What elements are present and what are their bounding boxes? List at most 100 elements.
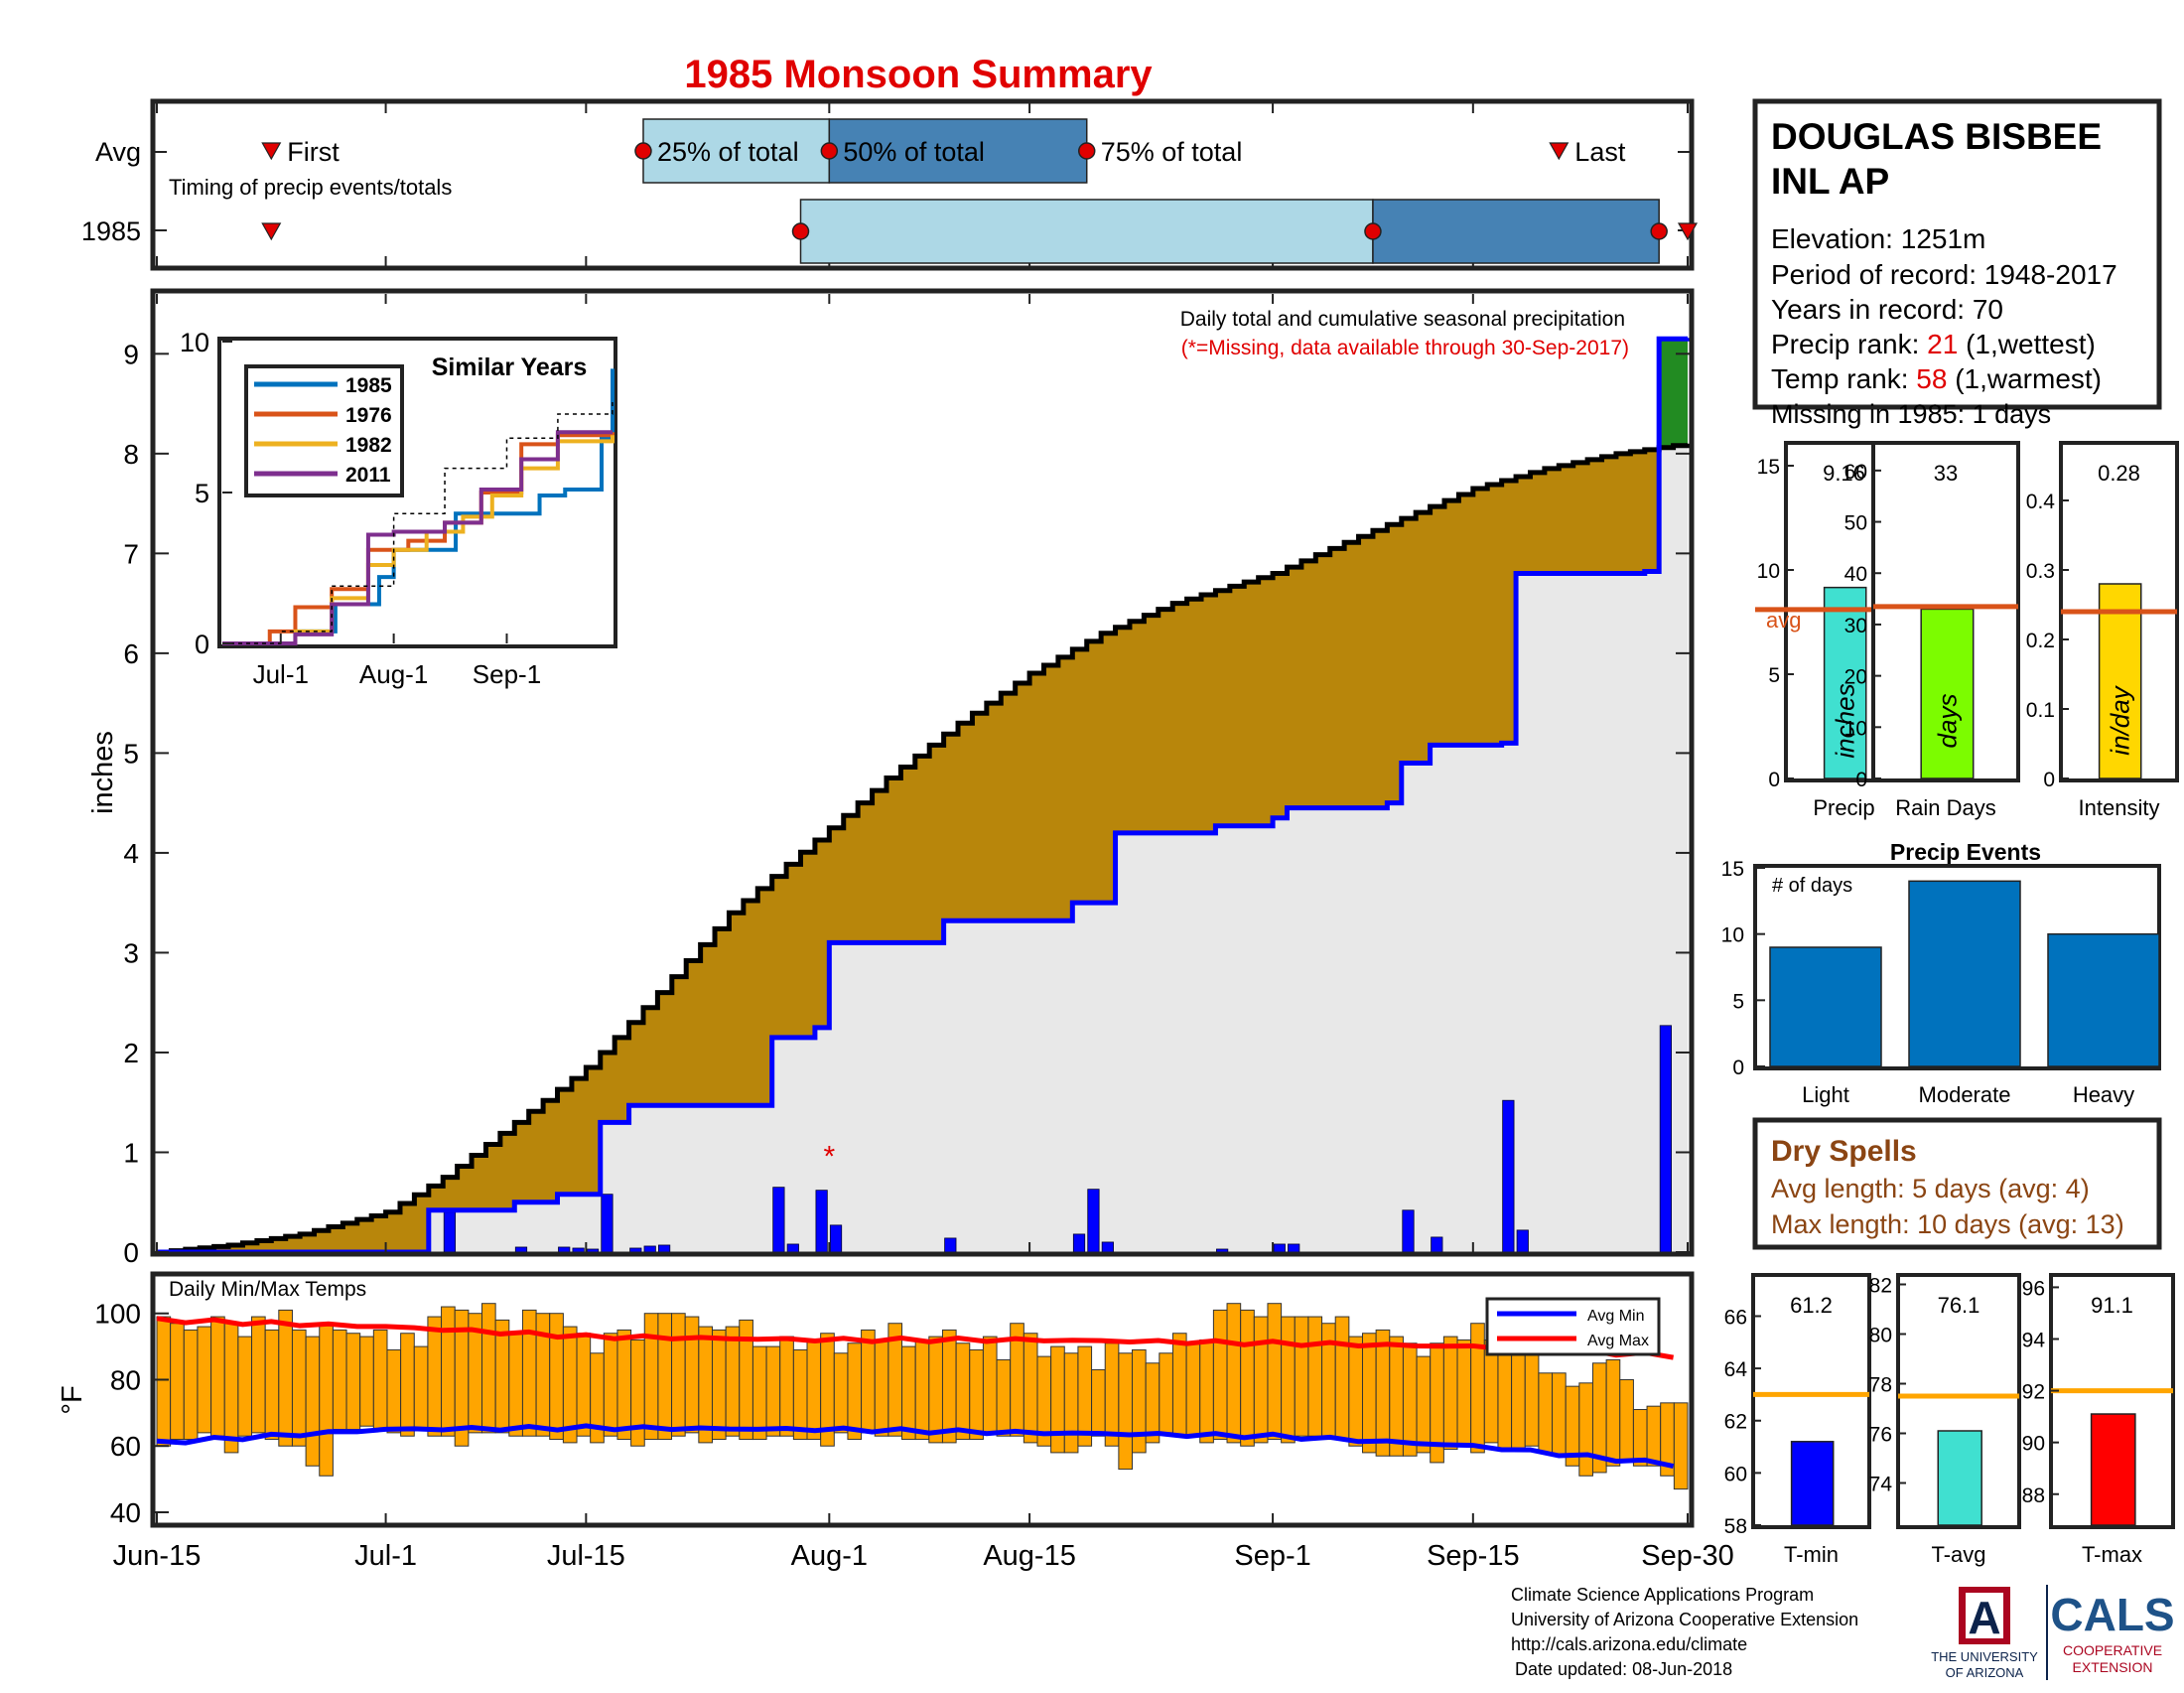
summary-y-tick-label: 0 <box>1768 769 1780 791</box>
summary-y-tick-label: 92 <box>2022 1381 2045 1404</box>
daily-temp-bar <box>806 1339 822 1441</box>
daily-temp-bar <box>1307 1316 1323 1437</box>
daily-temp-bar <box>413 1345 429 1431</box>
main-y-tick-label: 9 <box>123 339 139 369</box>
inset-legend-label: 1985 <box>345 374 392 397</box>
summary-avg-label: avg <box>1766 608 1801 633</box>
summary-value-bar <box>1937 1430 1982 1526</box>
daily-temp-bar <box>345 1333 361 1431</box>
daily-precip-bar <box>601 1194 614 1253</box>
daily-temp-bar <box>1185 1342 1201 1437</box>
summary-y-tick-label: 0.4 <box>2026 491 2056 513</box>
daily-precip-bar <box>514 1246 528 1253</box>
daily-temp-bar <box>1402 1342 1418 1457</box>
ua-logo-text2: OF ARIZONA <box>1946 1665 2024 1680</box>
daily-temp-bar <box>183 1329 199 1441</box>
daily-temp-bar <box>996 1358 1012 1437</box>
daily-precip-bar <box>558 1246 571 1253</box>
x-tick-label: Sep-15 <box>1427 1540 1520 1572</box>
inset-legend-label: 2011 <box>345 464 391 487</box>
inset-y-tick-label: 10 <box>180 328 209 357</box>
events-y-tick-label: 15 <box>1721 858 1744 881</box>
daily-temp-bar <box>698 1326 713 1444</box>
daily-temp-bar <box>1063 1352 1079 1454</box>
timing-box-q25-q50 <box>642 118 831 184</box>
summary-value-label: 91.1 <box>2091 1293 2133 1318</box>
observed-cumulative-line <box>157 336 1691 1255</box>
station-years: Years in record: 70 <box>1771 294 2003 325</box>
cals-sub2: EXTENSION <box>2073 1659 2153 1675</box>
daily-precip-bar <box>1087 1189 1100 1253</box>
daily-temp-bar <box>1212 1309 1228 1441</box>
main-y-tick-label: 8 <box>123 439 139 470</box>
summary-y-tick-label: 60 <box>1844 461 1867 484</box>
station-name-line2: INL AP <box>1771 161 1889 202</box>
main-y-tick-label: 7 <box>123 538 139 569</box>
timing-row-label-year: 1985 <box>81 216 141 246</box>
avg-cumulative-line <box>157 443 1691 1255</box>
station-precip-rank: Precip rank: 21 (1,wettest) <box>1771 329 2096 359</box>
daily-temp-bar <box>765 1345 781 1437</box>
summary-y-tick-label: 0.1 <box>2026 699 2055 722</box>
summary-panel-t-avg: 74 76 78 80 82 76.1 T-avg <box>1869 1273 2021 1567</box>
ua-logo-text1: THE UNIVERSITY <box>1931 1649 2038 1664</box>
daily-temp-bar <box>1375 1329 1391 1457</box>
summary-value-label: 0.28 <box>2098 461 2140 486</box>
events-category-label: Light <box>1802 1082 1849 1107</box>
daily-temp-bar <box>1673 1402 1689 1490</box>
summary-bar-label: in/day <box>2106 684 2135 755</box>
footer-line3: http://cals.arizona.edu/climate <box>1511 1634 1747 1654</box>
daily-temp-bar <box>1050 1345 1065 1454</box>
events-title: Precip Events <box>1890 839 2041 865</box>
summary-y-tick-label: 90 <box>2022 1433 2045 1456</box>
inset-legend-label: 1982 <box>345 434 392 457</box>
daily-temp-bar <box>657 1313 673 1441</box>
date-x-axis: Jun-15 Jul-1 Jul-15 Aug-1 Aug-15 Sep-1 Sep-15 S… <box>113 1513 1734 1572</box>
daily-temp-bar <box>1361 1333 1377 1454</box>
summary-y-tick-label: 0.3 <box>2026 560 2055 583</box>
daily-temp-bar <box>1605 1358 1621 1467</box>
daily-temp-bar <box>1538 1372 1554 1454</box>
summary-value-bar <box>2090 1413 2136 1526</box>
timing-event-marker <box>261 142 282 161</box>
summary-y-tick-label: 20 <box>1844 666 1867 689</box>
inset-x-tick-label: Jul-1 <box>253 659 309 689</box>
summary-y-tick-label: 0 <box>2043 769 2055 791</box>
events-bar-heavy <box>2047 932 2160 1067</box>
daily-precip-bar <box>1516 1229 1529 1253</box>
inset-legend-label: 1976 <box>345 404 392 427</box>
events-y-tick-label: 5 <box>1732 990 1744 1013</box>
daily-temp-bar <box>955 1342 971 1441</box>
ua-logo: A THE UNIVERSITY OF ARIZONA <box>1931 1587 2038 1680</box>
timing-row-label-avg: Avg <box>95 137 141 167</box>
summary-bar-label: days <box>1932 694 1962 749</box>
events-bar-moderate <box>1908 880 2021 1067</box>
summary-y-tick-label: 5 <box>1768 664 1780 687</box>
summary-panel-intensity: 0 0.1 0.2 0.3 0.4 0.28 Intensity in/day <box>2026 441 2179 820</box>
timing-box-q25-q50 <box>799 199 1374 264</box>
summary-y-tick-label: 40 <box>1844 563 1867 586</box>
daily-temp-bar <box>1524 1348 1540 1447</box>
daily-temps-chart: 40 60 80 100 Daily Min/Max Temps °F Avg Min… <box>57 1271 1695 1528</box>
daily-temp-bar <box>291 1329 307 1447</box>
inset-title: Similar Years <box>432 353 588 381</box>
daily-temp-bar <box>861 1329 876 1434</box>
daily-temp-bar <box>576 1333 592 1437</box>
daily-temp-bar <box>684 1316 700 1434</box>
daily-temp-bar <box>223 1323 239 1454</box>
timing-event-marker <box>1677 222 1699 241</box>
inset-x-tick-label: Aug-1 <box>359 659 428 689</box>
daily-temp-bar <box>278 1309 293 1447</box>
daily-temp-bar <box>1267 1303 1283 1441</box>
summary-y-tick-label: 88 <box>2022 1484 2045 1507</box>
summary-y-tick-label: 78 <box>1869 1374 1892 1397</box>
main-y-tick-label: 1 <box>123 1137 139 1168</box>
events-inner-label: # of days <box>1772 875 1852 897</box>
main-legend-line1: Daily total and cumulative seasonal prec… <box>1180 308 1625 331</box>
ua-logo-letter: A <box>1968 1592 2000 1643</box>
temp-y-axis-label: °F <box>57 1385 88 1414</box>
temp-y-tick-label: 40 <box>110 1497 141 1528</box>
x-tick-label: Jul-1 <box>354 1540 417 1572</box>
station-temp-rank: Temp rank: 58 (1,warmest) <box>1771 363 2102 394</box>
